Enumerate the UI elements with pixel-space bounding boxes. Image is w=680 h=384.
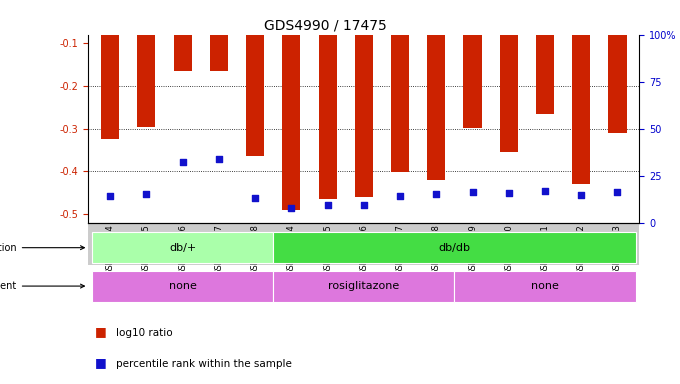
Bar: [92, 232, 273, 263]
Point: [286, 205, 296, 211]
Bar: [391, 0, 409, 172]
Bar: [282, 0, 301, 210]
Bar: [355, 0, 373, 197]
Bar: [273, 271, 454, 302]
Point: [177, 159, 188, 165]
Text: rosiglitazone: rosiglitazone: [328, 281, 399, 291]
Point: [576, 192, 587, 199]
Text: ■: ■: [95, 356, 107, 369]
Bar: [173, 0, 192, 71]
Text: db/+: db/+: [169, 243, 197, 253]
Bar: [318, 0, 337, 199]
Bar: [572, 0, 590, 184]
Bar: [609, 0, 626, 133]
Point: [214, 156, 224, 162]
Bar: [273, 232, 636, 263]
Point: [503, 190, 514, 196]
Text: ■: ■: [95, 325, 107, 338]
Point: [250, 195, 260, 201]
Bar: [536, 0, 554, 114]
Point: [141, 190, 152, 197]
Point: [612, 189, 623, 195]
Text: genotype/variation: genotype/variation: [0, 243, 84, 253]
Bar: [427, 0, 445, 180]
Bar: [500, 0, 517, 152]
Bar: [454, 271, 636, 302]
Bar: [210, 0, 228, 71]
Point: [431, 190, 442, 197]
Point: [467, 189, 478, 195]
Point: [105, 193, 116, 199]
Text: percentile rank within the sample: percentile rank within the sample: [116, 359, 292, 369]
Text: agent: agent: [0, 281, 84, 291]
Bar: [246, 0, 264, 156]
Point: [358, 202, 369, 209]
Text: none: none: [531, 281, 559, 291]
Text: none: none: [169, 281, 197, 291]
Point: [322, 202, 333, 208]
Bar: [92, 271, 273, 302]
Text: db/db: db/db: [439, 243, 471, 253]
Text: log10 ratio: log10 ratio: [116, 328, 172, 338]
Bar: [137, 0, 156, 126]
Bar: [464, 0, 481, 128]
Point: [539, 188, 550, 194]
Bar: [101, 0, 119, 139]
Point: [394, 193, 405, 199]
Title: GDS4990 / 17475: GDS4990 / 17475: [264, 18, 387, 32]
